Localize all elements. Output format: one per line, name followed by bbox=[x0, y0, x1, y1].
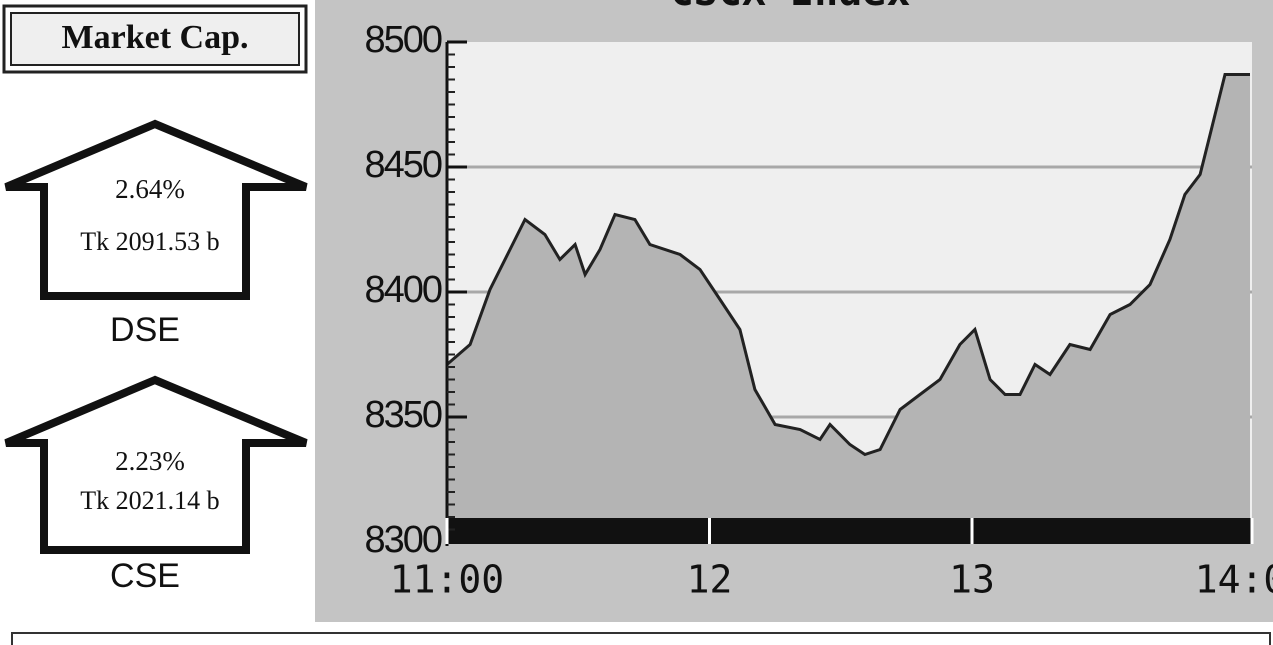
x-tick-label: 12 bbox=[687, 558, 733, 602]
cse-change: 2.23% bbox=[115, 446, 185, 476]
market-cap-title: Market Cap. bbox=[62, 19, 249, 56]
chart-title: CSCX Index bbox=[670, 0, 911, 15]
time-strip bbox=[447, 518, 1252, 544]
bottom-box bbox=[11, 632, 1271, 645]
line bbox=[446, 73, 1250, 457]
x-tick-label: 13 bbox=[949, 558, 995, 602]
y-tick-label: 8500 bbox=[364, 19, 441, 61]
y-tick-label: 8300 bbox=[364, 519, 441, 561]
title-box-inner bbox=[10, 12, 300, 66]
dse-value: Tk 2091.53 b bbox=[80, 227, 219, 256]
y-tick-label: 8350 bbox=[364, 394, 441, 436]
up-arrow bbox=[4, 375, 308, 554]
x-tick-label: 11:00 bbox=[390, 558, 504, 602]
dse-change: 2.64% bbox=[115, 174, 185, 204]
x-tick-label: 14:04 bbox=[1195, 558, 1273, 602]
dse-label: DSE bbox=[110, 311, 180, 349]
cse-label: CSE bbox=[110, 557, 180, 595]
cse-value: Tk 2021.14 b bbox=[80, 486, 219, 515]
y-tick-label: 8450 bbox=[364, 144, 441, 186]
title-box-outer bbox=[2, 4, 308, 74]
area bbox=[447, 74, 1250, 542]
up-arrow bbox=[4, 119, 308, 300]
y-tick-label: 8400 bbox=[364, 269, 441, 311]
